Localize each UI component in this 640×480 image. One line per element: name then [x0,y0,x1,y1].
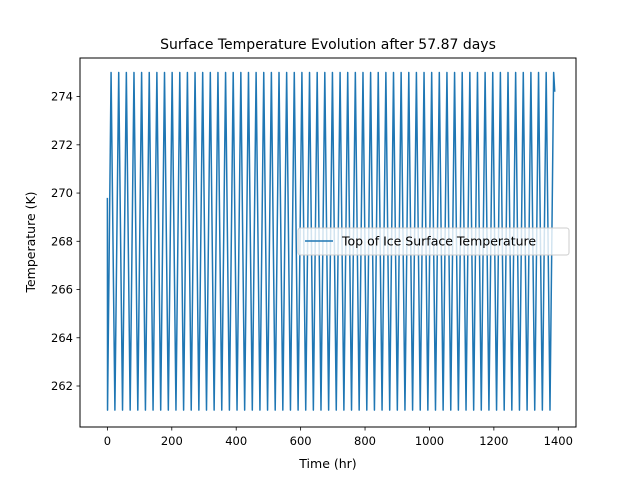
x-tick-label: 400 [225,434,247,448]
y-tick-label: 274 [51,90,73,104]
x-tick-label: 600 [290,434,312,448]
x-axis: 0 200 400 600 800 1000 1200 1400 [104,427,573,448]
x-tick-label: 1400 [544,434,573,448]
y-tick-label: 264 [51,331,73,345]
y-tick-label: 270 [51,186,73,200]
y-tick-label: 266 [51,283,73,297]
x-tick-label: 0 [104,434,111,448]
x-tick-label: 800 [354,434,376,448]
x-tick-label: 1000 [415,434,444,448]
x-axis-label: Time (hr) [298,456,356,471]
chart-title: Surface Temperature Evolution after 57.8… [160,37,496,53]
legend: Top of Ice Surface Temperature [297,227,570,256]
y-tick-label: 268 [51,234,73,248]
legend-box [297,227,570,256]
x-tick-label: 1200 [479,434,508,448]
y-axis-label: Temperature (K) [23,191,38,293]
y-tick-label: 262 [51,379,73,393]
legend-label: Top of Ice Surface Temperature [341,234,536,249]
x-tick-label: 200 [161,434,183,448]
y-axis: 262 264 266 268 270 272 274 [51,90,80,393]
plot-frame [79,57,577,428]
y-tick-label: 272 [51,138,73,152]
